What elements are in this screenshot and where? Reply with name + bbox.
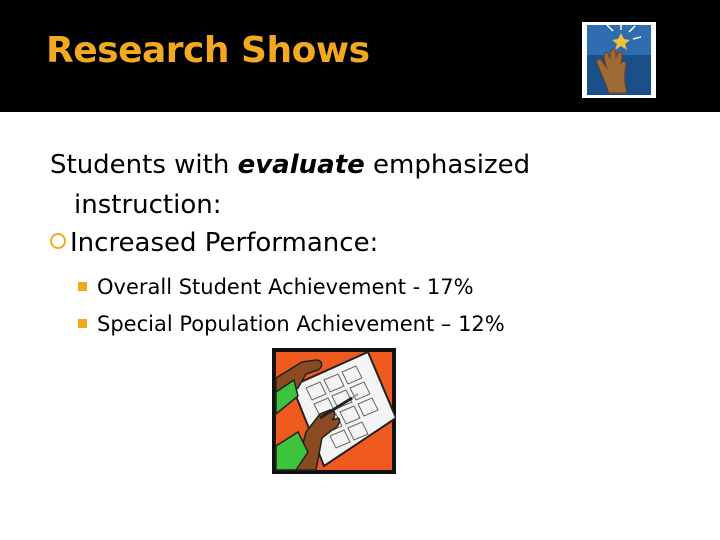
subbullet-text: Overall Student Achievement - 17% [97, 275, 474, 299]
subbullet-item: Special Population Achievement – 12% [78, 312, 505, 336]
square-bullet-icon [78, 319, 87, 328]
intro-emphasis: evaluate [237, 150, 365, 180]
square-bullet-icon [78, 282, 87, 291]
intro-prefix: Students with [50, 150, 238, 180]
hand-star-logo-icon [582, 22, 656, 98]
subbullet-text: Special Population Achievement – 12% [97, 312, 505, 336]
subbullet-item: Overall Student Achievement - 17% [78, 275, 474, 299]
circle-bullet-icon [50, 233, 66, 249]
intro-line: Students with evaluate emphasized [50, 150, 530, 180]
intro-continuation: instruction: [74, 190, 222, 220]
page-title: Research Shows [46, 30, 370, 71]
intro-suffix: emphasized [364, 150, 531, 180]
hand-writing-worksheet-icon [272, 348, 398, 474]
bullet-text: Increased Performance: [70, 228, 379, 258]
bullet-item: Increased Performance: [50, 228, 378, 258]
